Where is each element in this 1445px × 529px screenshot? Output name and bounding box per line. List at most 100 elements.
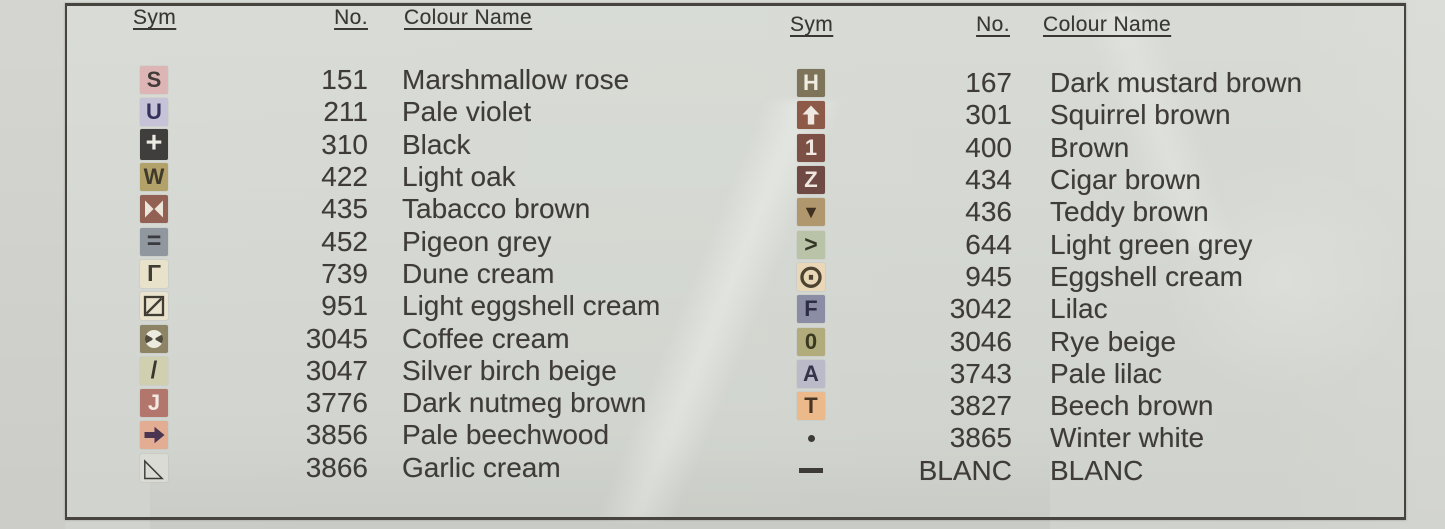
key-row: J 3776 Dark nutmeg brown bbox=[140, 387, 760, 419]
colour-name: Light eggshell cream bbox=[402, 290, 661, 322]
thread-number: 167 bbox=[965, 67, 1012, 99]
key-row: 0 3046 Rye beige bbox=[797, 325, 1387, 357]
thread-number: 400 bbox=[965, 131, 1012, 163]
thread-number: 151 bbox=[321, 64, 368, 96]
s-letter-icon: S bbox=[140, 66, 168, 95]
colour-name: Tabacco brown bbox=[402, 193, 591, 225]
key-row: / 3047 Silver birch beige bbox=[140, 355, 760, 387]
key-row: Γ 739 Dune cream bbox=[140, 258, 760, 290]
column-header-colour-name: Colour Name bbox=[404, 6, 533, 29]
colour-name: Silver birch beige bbox=[402, 354, 617, 386]
dash-icon bbox=[797, 457, 825, 485]
colour-name: Marshmallow rose bbox=[402, 64, 630, 96]
colour-name: Beech brown bbox=[1050, 390, 1214, 422]
key-row: W 422 Light oak bbox=[140, 161, 760, 193]
thread-number: 3047 bbox=[305, 354, 368, 386]
square-diagonal-icon bbox=[140, 292, 168, 321]
key-row: F 3042 Lilac bbox=[797, 293, 1387, 325]
key-table-left: S 151 Marshmallow rose U 211 Pale violet… bbox=[140, 64, 760, 484]
colour-name: Black bbox=[402, 128, 471, 160]
thread-number: 3865 bbox=[949, 422, 1012, 454]
thread-number: 644 bbox=[965, 228, 1012, 260]
key-row: ⊙ 945 Eggshell cream bbox=[797, 261, 1387, 293]
thread-number: 945 bbox=[965, 260, 1012, 292]
equals-icon: = bbox=[140, 227, 168, 256]
colour-name: Pale violet bbox=[402, 96, 532, 128]
circled-dot-icon: ⊙ bbox=[797, 259, 825, 295]
thread-number: 951 bbox=[321, 290, 368, 322]
triangle-down-icon: ▼ bbox=[797, 198, 825, 227]
thread-number: 3042 bbox=[949, 293, 1012, 325]
colour-name: Winter white bbox=[1050, 422, 1205, 454]
key-row: H 167 Dark mustard brown bbox=[797, 67, 1387, 99]
thread-number: 422 bbox=[321, 161, 368, 193]
column-header-sym: Sym bbox=[790, 13, 834, 36]
colour-name: Dark nutmeg brown bbox=[402, 387, 647, 419]
zero-digit-icon: 0 bbox=[797, 327, 825, 356]
colour-name: Dark mustard brown bbox=[1050, 67, 1303, 99]
key-row: 301 Squirrel brown bbox=[797, 99, 1387, 131]
column-header-colour-name: Colour Name bbox=[1043, 13, 1172, 36]
thread-number: 452 bbox=[321, 225, 368, 257]
thread-number: 435 bbox=[321, 193, 368, 225]
thread-number: 3045 bbox=[305, 322, 368, 354]
colour-name: Teddy brown bbox=[1050, 196, 1209, 228]
key-row: ▼ 436 Teddy brown bbox=[797, 196, 1387, 228]
key-row: U 211 Pale violet bbox=[140, 96, 760, 128]
colour-name: Coffee cream bbox=[402, 322, 570, 354]
thread-number: BLANC bbox=[918, 454, 1012, 486]
h-letter-icon: H bbox=[797, 69, 825, 98]
pinwheel-circle-icon bbox=[140, 324, 168, 353]
colour-name: Garlic cream bbox=[402, 451, 561, 483]
column-header-sym: Sym bbox=[133, 6, 177, 29]
key-row: > 644 Light green grey bbox=[797, 228, 1387, 260]
column-header-no: No. bbox=[976, 13, 1010, 36]
thread-number: 3827 bbox=[949, 390, 1012, 422]
plus-icon: + bbox=[140, 127, 168, 161]
thread-number: 436 bbox=[965, 196, 1012, 228]
key-row: 3045 Coffee cream bbox=[140, 322, 760, 354]
bowtie-icon bbox=[140, 195, 168, 224]
key-row: A 3743 Pale lilac bbox=[797, 358, 1387, 390]
key-row: 3856 Pale beechwood bbox=[140, 419, 760, 451]
dot-icon bbox=[797, 424, 825, 452]
key-row: S 151 Marshmallow rose bbox=[140, 64, 760, 96]
key-row: 435 Tabacco brown bbox=[140, 193, 760, 225]
gamma-corner-icon: Γ bbox=[140, 259, 168, 288]
colour-name: Light oak bbox=[402, 161, 516, 193]
thread-number: 3743 bbox=[949, 357, 1012, 389]
colour-name: Rye beige bbox=[1050, 325, 1177, 357]
key-table-border bbox=[65, 3, 1406, 520]
colour-name: Squirrel brown bbox=[1050, 99, 1231, 131]
z-letter-icon: Z bbox=[797, 166, 825, 195]
key-row: ◺ 3866 Garlic cream bbox=[140, 452, 760, 484]
greater-than-icon: > bbox=[797, 230, 825, 259]
key-row: + 310 Black bbox=[140, 127, 760, 161]
key-row: BLANC BLANC bbox=[797, 455, 1387, 487]
column-header-no: No. bbox=[334, 6, 368, 29]
thread-number: 434 bbox=[965, 164, 1012, 196]
colour-name: Brown bbox=[1050, 131, 1130, 163]
arrow-right-icon bbox=[140, 421, 168, 450]
thread-number: 739 bbox=[321, 257, 368, 289]
thread-number: 211 bbox=[323, 96, 368, 128]
f-letter-icon: F bbox=[797, 295, 825, 324]
j-letter-icon: J bbox=[140, 389, 168, 418]
one-digit-icon: 1 bbox=[797, 133, 825, 162]
thread-number: 310 bbox=[321, 128, 368, 160]
colour-name: Pale lilac bbox=[1050, 357, 1163, 389]
colour-name: Pale beechwood bbox=[402, 419, 610, 451]
key-row: 951 Light eggshell cream bbox=[140, 290, 760, 322]
colour-name: Eggshell cream bbox=[1050, 260, 1243, 292]
thread-number: 3856 bbox=[305, 419, 368, 451]
slash-icon: / bbox=[140, 356, 168, 385]
thread-number: 301 bbox=[965, 99, 1012, 131]
u-letter-icon: U bbox=[140, 98, 168, 127]
key-row: 3865 Winter white bbox=[797, 422, 1387, 454]
colour-name: BLANC bbox=[1050, 454, 1144, 486]
lower-left-triangle-icon: ◺ bbox=[140, 452, 168, 482]
key-row: 1 400 Brown bbox=[797, 132, 1387, 164]
thread-number: 3776 bbox=[305, 387, 368, 419]
arrow-up-icon bbox=[797, 101, 825, 130]
